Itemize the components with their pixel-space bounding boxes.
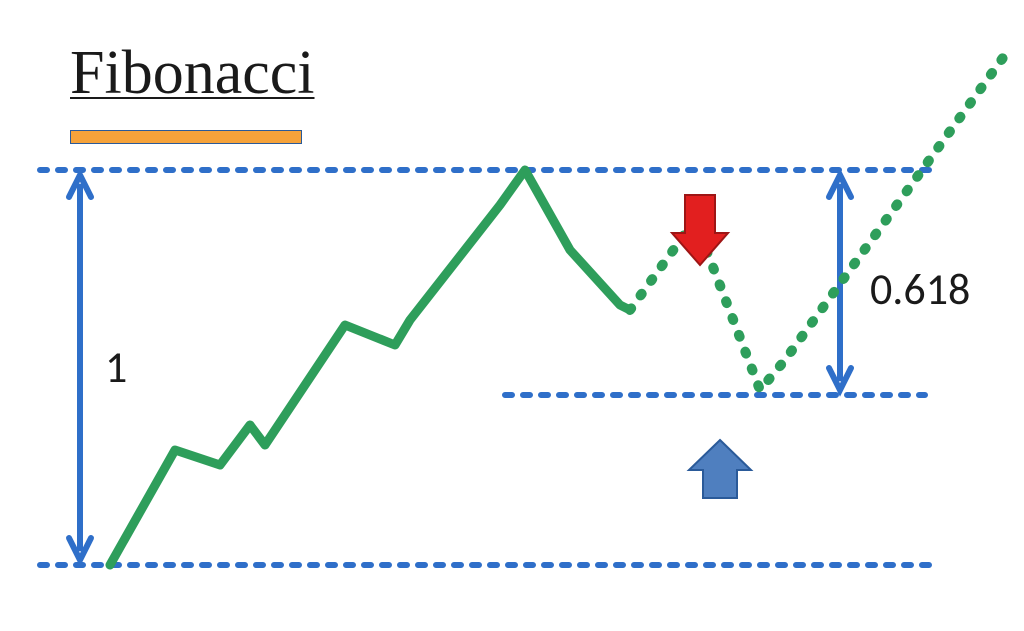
- price-line-solid: [110, 170, 630, 565]
- label-one: 1: [105, 340, 127, 394]
- buy-arrow-icon: [689, 440, 751, 498]
- label-retracement: 0.618: [870, 262, 970, 316]
- sell-arrow-icon: [672, 195, 728, 265]
- range-arrow-full: [69, 175, 91, 560]
